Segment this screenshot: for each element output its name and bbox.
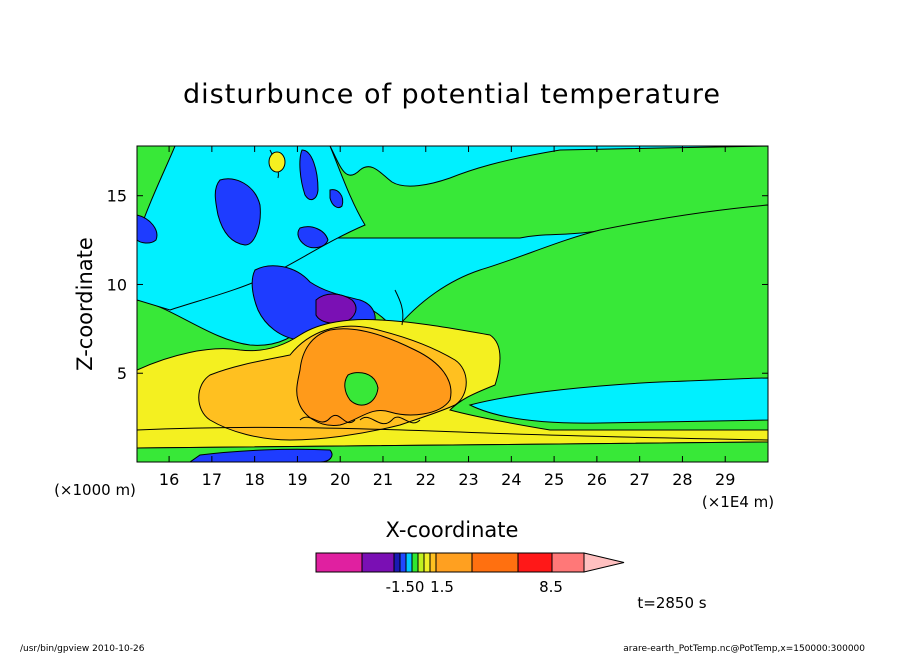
x-tick-label: 29 — [715, 470, 735, 489]
x-unit-note: (×1E4 m) — [702, 493, 774, 511]
x-tick-label: 21 — [373, 470, 393, 489]
region-blue-4 — [299, 149, 319, 201]
colorbar-label: -1.50 — [386, 578, 425, 596]
y-tick-label: 10 — [107, 275, 127, 294]
region-purple — [315, 293, 357, 324]
region-orange-bubble — [296, 328, 452, 426]
x-tick-label: 20 — [330, 470, 350, 489]
x-tick-label: 26 — [587, 470, 607, 489]
x-tick-label: 18 — [244, 470, 264, 489]
x-tick-label: 19 — [287, 470, 307, 489]
region-cyan-lens — [468, 377, 768, 424]
x-tick-label: 24 — [501, 470, 521, 489]
footer-right: arare-earth_PotTemp.nc@PotTemp,x=150000:… — [623, 644, 865, 654]
x-tick-label: 27 — [629, 470, 649, 489]
colorbar: -1.50 1.5 8.5 — [315, 552, 625, 596]
colorbar-label: 8.5 — [539, 578, 563, 596]
x-tick-label: 28 — [672, 470, 692, 489]
y-axis-label: Z-coordinate — [73, 237, 97, 371]
x-tick-label: 23 — [458, 470, 478, 489]
colorbar-segment — [411, 552, 419, 573]
plot-area: 16 17 18 19 20 21 22 23 24 25 26 27 28 29 5 10 15 — [107, 145, 769, 489]
plot-frame — [136, 145, 769, 463]
y-tick-label: 15 — [107, 187, 127, 206]
x-axis-label: X-coordinate — [386, 518, 519, 542]
region-green-core — [344, 372, 379, 406]
y-tick-label: 5 — [117, 364, 127, 383]
colorbar-segment — [517, 552, 553, 573]
region-blue-2 — [137, 214, 158, 244]
colorbar-segment — [417, 552, 425, 573]
colorbar-segment — [399, 552, 407, 573]
colorbar-segment — [551, 552, 585, 573]
colorbar-segment — [315, 552, 363, 573]
colorbar-segment — [361, 552, 395, 573]
region-yellow-small — [268, 151, 286, 173]
x-tick-label: 25 — [544, 470, 564, 489]
region-blue-bottom — [189, 448, 333, 462]
footer-left: /usr/bin/gpview 2010-10-26 — [20, 644, 145, 654]
time-label: t=2850 s — [637, 594, 706, 612]
x-tick-label: 16 — [159, 470, 179, 489]
colorbar-segment — [429, 552, 437, 573]
colorbar-segment — [423, 552, 431, 573]
chart-title: disturbunce of potential temperature — [183, 79, 721, 110]
colorbar-label: 1.5 — [430, 578, 454, 596]
heatmap-field — [137, 146, 768, 462]
region-blue-1 — [214, 178, 261, 246]
colorbar-segment — [471, 552, 519, 573]
x-axis: 16 17 18 19 20 21 22 23 24 25 26 27 28 29 — [159, 146, 735, 489]
region-blue-5 — [297, 226, 329, 249]
colorbar-segment — [435, 552, 473, 573]
region-blue-6 — [329, 189, 344, 209]
colorbar-arrow — [583, 552, 625, 573]
y-unit-note: (×1000 m) — [54, 481, 136, 499]
colorbar-segment — [393, 552, 401, 573]
y-axis: 5 10 15 — [107, 187, 768, 383]
x-tick-label: 17 — [202, 470, 222, 489]
x-tick-label: 22 — [416, 470, 436, 489]
colorbar-segment — [405, 552, 413, 573]
noise-features — [137, 149, 768, 441]
